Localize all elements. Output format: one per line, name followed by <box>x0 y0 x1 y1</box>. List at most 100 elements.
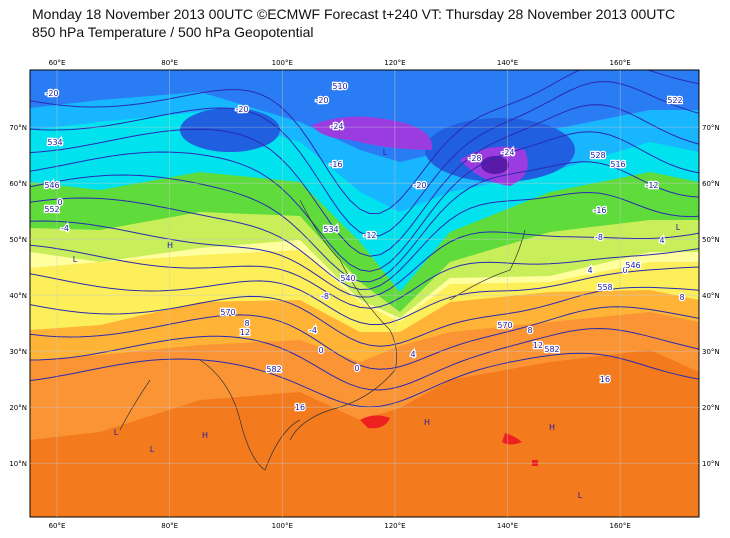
pressure-mark: H <box>202 431 208 440</box>
lat-label: 60°N <box>9 180 27 188</box>
contour-label: -4 <box>309 326 317 335</box>
contour-label: -28 <box>468 154 481 163</box>
coastline <box>119 199 526 471</box>
pressure-mark: L <box>383 148 388 157</box>
lat-label: 20°N <box>702 404 720 412</box>
cold-core <box>481 156 509 174</box>
contour-line <box>30 161 699 283</box>
lat-label: 40°N <box>702 292 720 300</box>
lat-label: 70°N <box>702 124 720 132</box>
lat-label: 20°N <box>9 404 27 412</box>
lon-label: 80°E <box>161 522 178 530</box>
contour-label: 534 <box>323 225 338 234</box>
contour-line <box>30 220 699 298</box>
contour-label: -8 <box>321 292 329 301</box>
contour-label: 8 <box>244 319 249 328</box>
map-frame <box>29 69 700 518</box>
contour-label: 582 <box>266 365 281 374</box>
lat-label: 30°N <box>9 348 27 356</box>
lon-label: 160°E <box>610 59 631 67</box>
contour-line <box>30 131 699 272</box>
contour-label: 4 <box>587 266 592 275</box>
lat-label: 40°N <box>9 292 27 300</box>
geopotential-contours <box>30 70 699 471</box>
contour-label: -20 <box>413 181 426 190</box>
contour-label: 546 <box>625 261 640 270</box>
contour-label: -20 <box>45 89 58 98</box>
pressure-mark: H <box>167 241 173 250</box>
pressure-mark: H <box>549 423 555 432</box>
lon-label: 100°E <box>272 59 293 67</box>
contour-label: 12 <box>240 328 250 337</box>
pressure-mark: L <box>114 428 119 437</box>
contour-label: 0 <box>57 198 62 207</box>
contour-line <box>30 352 699 408</box>
lat-label: 70°N <box>9 124 27 132</box>
contour-label: 16 <box>600 375 610 384</box>
contour-label: 558 <box>597 283 612 292</box>
pressure-mark: L <box>73 255 78 264</box>
lon-label: 120°E <box>384 59 405 67</box>
lat-label: 10°N <box>9 460 27 468</box>
contour-label: 0 <box>354 364 359 373</box>
contour-label: -12 <box>363 231 376 240</box>
header-title: Monday 18 November 2013 00UTC ©ECMWF For… <box>32 6 676 22</box>
contour-label: 4 <box>410 350 415 359</box>
contour-label: 0 <box>318 346 323 355</box>
contour-label: 510 <box>332 82 347 91</box>
contour-label: 4 <box>659 236 664 245</box>
pressure-mark: L <box>676 223 681 232</box>
contour-label: -24 <box>330 122 343 131</box>
cold-core <box>180 108 280 152</box>
lon-label: 140°E <box>497 59 518 67</box>
lat-label: 50°N <box>9 236 27 244</box>
temperature-band <box>30 70 699 162</box>
contour-label: 8 <box>527 326 532 335</box>
header-subtitle: 850 hPa Temperature / 500 hPa Geopotenti… <box>32 24 314 40</box>
contour-label: 8 <box>679 293 684 302</box>
contour-label: 546 <box>44 181 59 190</box>
contour-label: -20 <box>235 105 248 114</box>
contour-label: 552 <box>44 205 59 214</box>
contour-label: 540 <box>340 274 355 283</box>
lat-label: 60°N <box>702 180 720 188</box>
contour-line <box>30 286 699 347</box>
pressure-mark: L <box>578 491 583 500</box>
lon-label: 100°E <box>272 522 293 530</box>
warm-core <box>502 433 522 445</box>
contour-label: 516 <box>610 160 625 169</box>
lon-label: 140°E <box>497 522 518 530</box>
lat-label: 10°N <box>702 460 720 468</box>
contour-label: -12 <box>645 181 658 190</box>
contour-label: 0 <box>622 266 627 275</box>
contour-line <box>30 306 699 370</box>
contour-label: -16 <box>593 206 606 215</box>
contour-label: -4 <box>61 224 69 233</box>
contour-label: 528 <box>590 151 605 160</box>
lat-label: 30°N <box>702 348 720 356</box>
contour-label: -24 <box>501 148 514 157</box>
contour-label: 522 <box>667 96 682 105</box>
contour-line <box>30 327 699 391</box>
contour-label: 570 <box>220 308 235 317</box>
contour-line <box>30 191 699 291</box>
contour-label: 16 <box>295 403 305 412</box>
lon-label: 80°E <box>161 59 178 67</box>
contour-line <box>30 266 699 325</box>
cold-core <box>312 116 433 150</box>
contour-line <box>30 81 699 237</box>
lon-label: 160°E <box>610 522 631 530</box>
contour-label: -16 <box>329 160 342 169</box>
contour-line <box>30 244 699 309</box>
contour-label: 534 <box>47 138 62 147</box>
contour-line <box>30 104 699 257</box>
lon-label: 120°E <box>384 522 405 530</box>
lon-label: 60°E <box>49 522 66 530</box>
contour-label: 570 <box>497 321 512 330</box>
contour-label: 582 <box>544 345 559 354</box>
contour-line <box>30 70 699 215</box>
contour-label: -8 <box>595 233 603 242</box>
pressure-mark: H <box>424 418 430 427</box>
